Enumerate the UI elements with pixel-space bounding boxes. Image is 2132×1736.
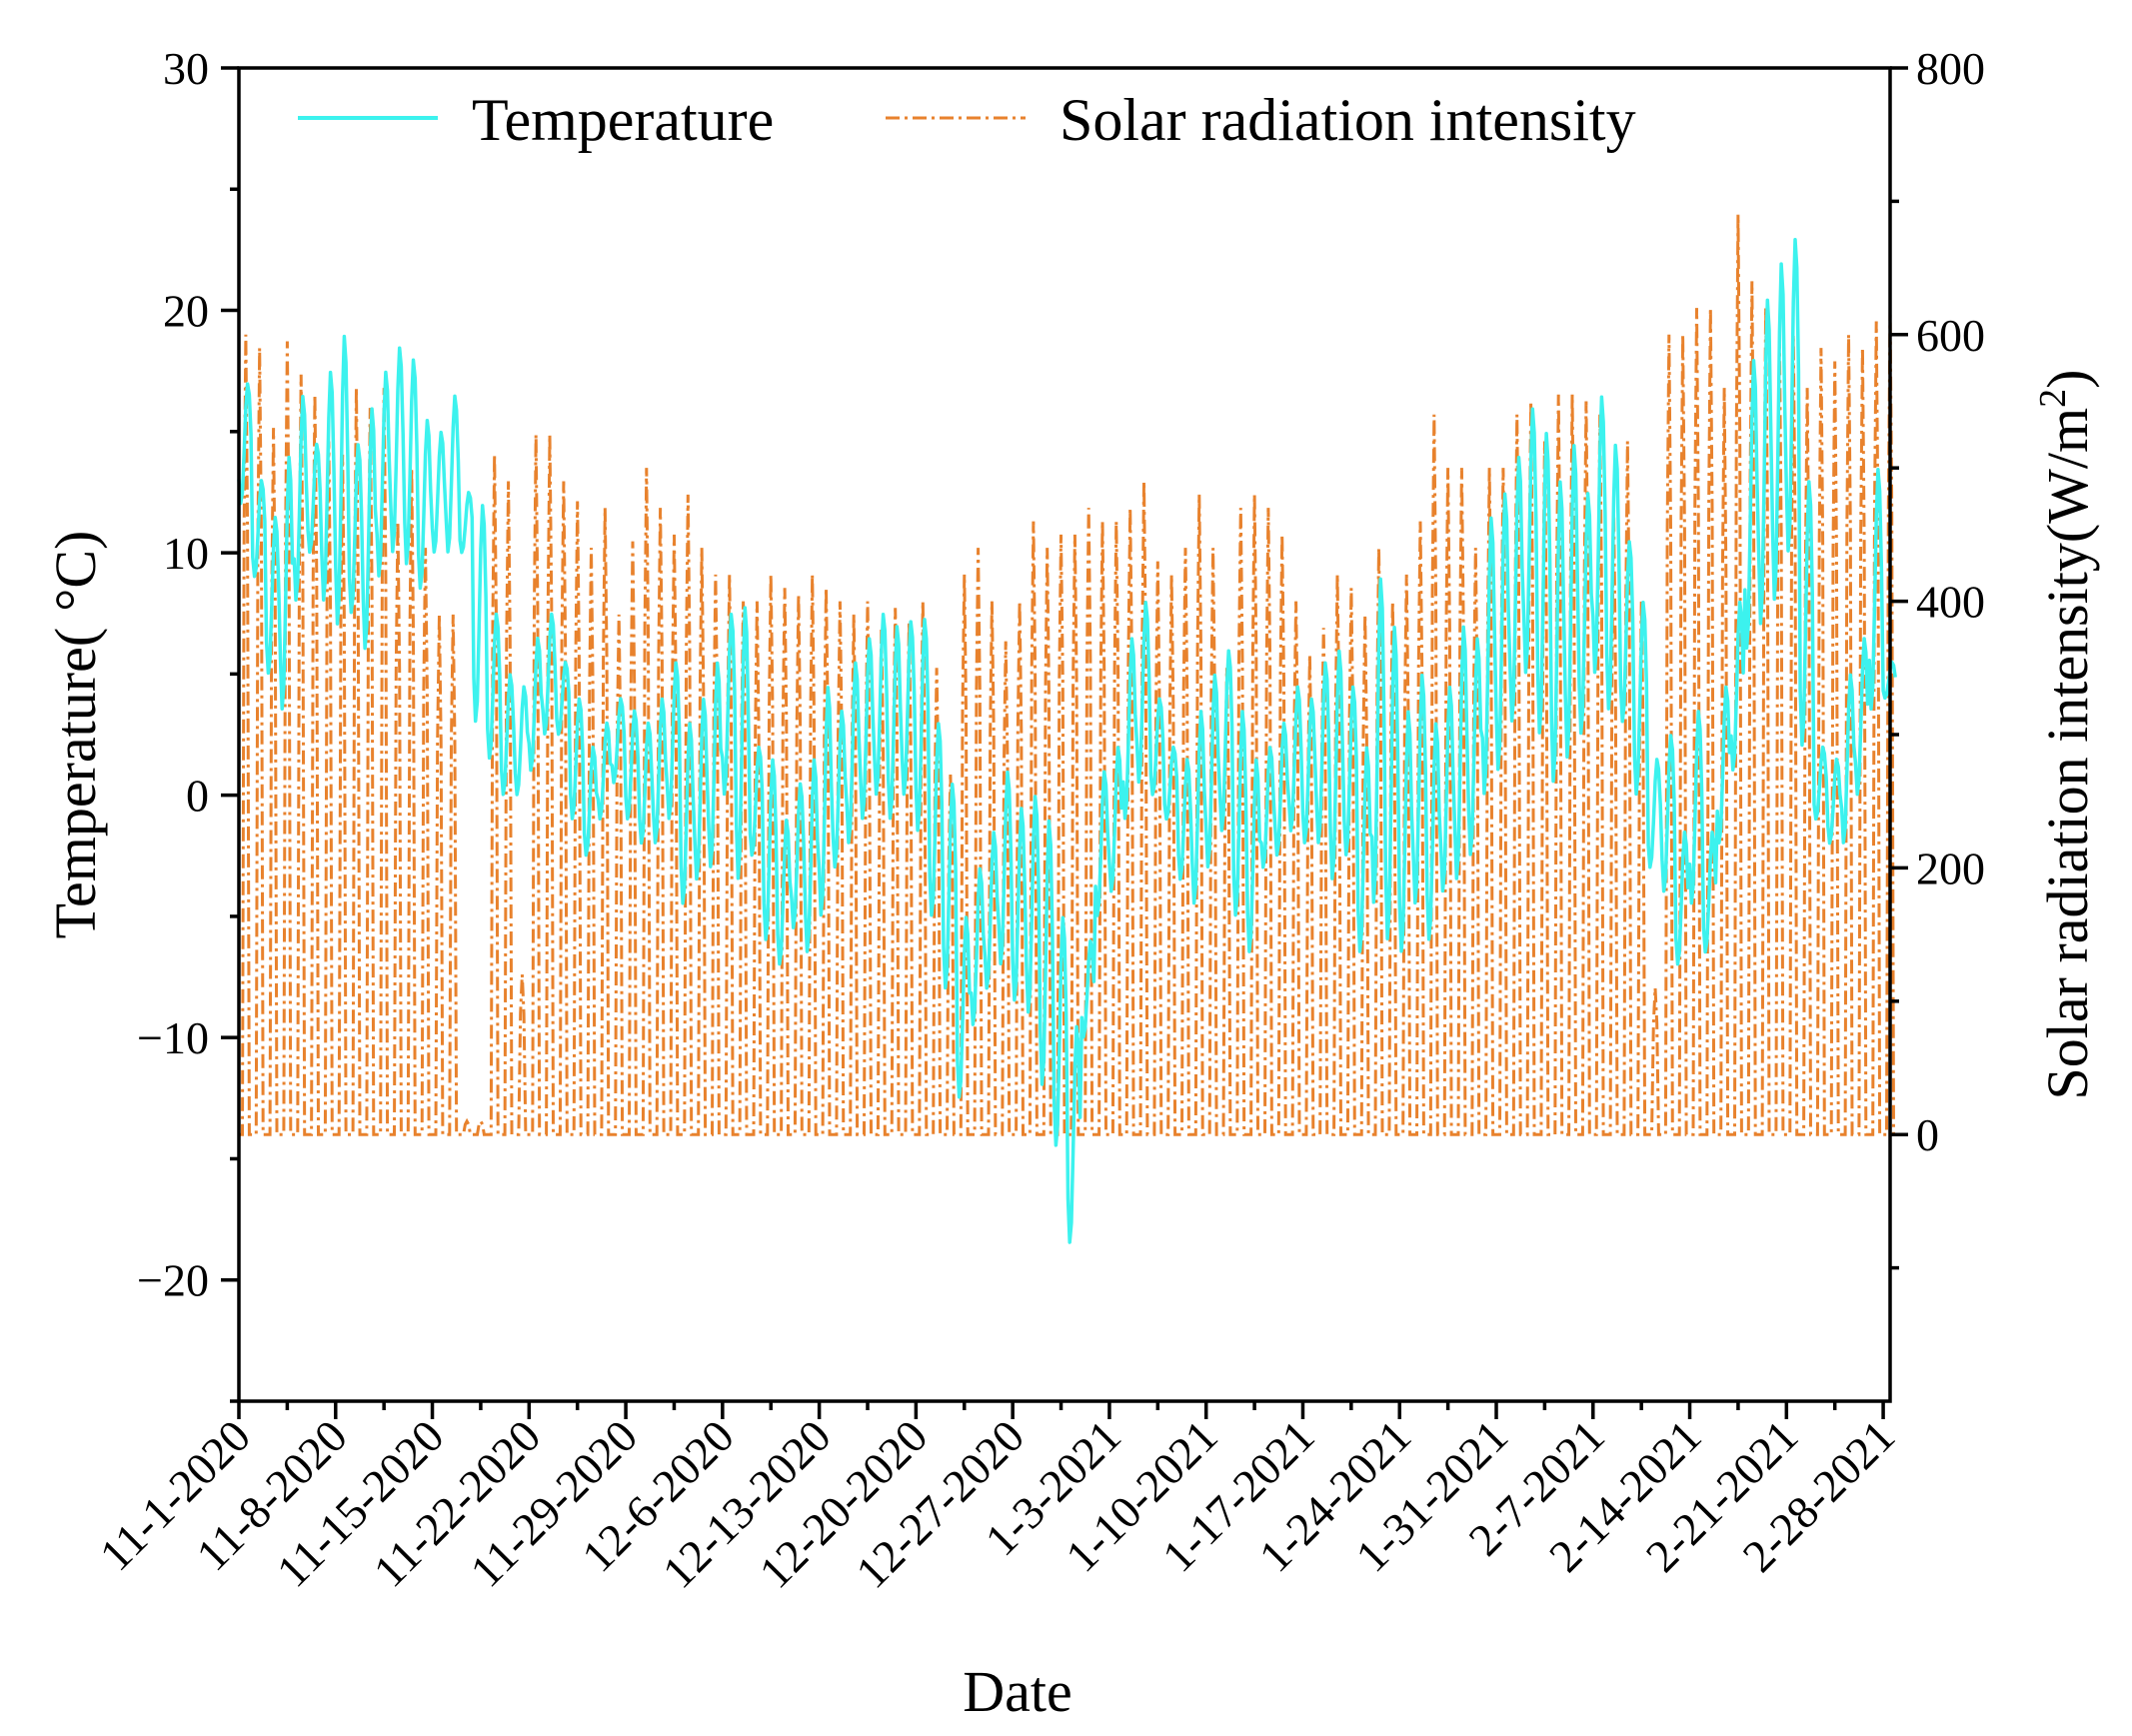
legend-solar-label: Solar radiation intensity xyxy=(1060,87,1636,153)
left-tick-label: 20 xyxy=(163,286,209,337)
left-tick-label: −20 xyxy=(137,1255,209,1306)
right-tick-label: 200 xyxy=(1916,843,1985,893)
right-tick-label: 400 xyxy=(1916,577,1985,628)
right-tick-label: 600 xyxy=(1916,310,1985,361)
temperature-line xyxy=(237,237,1897,1244)
right-axis: 800 600 400 200 0 xyxy=(1890,43,1985,1270)
legend-temperature-label: Temperature xyxy=(472,87,774,153)
right-tick-label: 0 xyxy=(1916,1109,1939,1160)
y-axis-left-title: Temperature(°C) xyxy=(43,531,108,939)
y-axis-right-title: Solar radiation intensity(W/m2) xyxy=(2032,370,2100,1100)
left-tick-label: 10 xyxy=(163,528,209,579)
temperature-series xyxy=(237,237,1897,1244)
x-axis: 11-1-202011-8-202011-15-202011-22-202011… xyxy=(90,1401,1904,1598)
left-tick-label: 30 xyxy=(163,43,209,94)
legend: Temperature Solar radiation intensity xyxy=(298,87,1636,153)
x-axis-title: Date xyxy=(963,1659,1072,1724)
left-tick-label: 0 xyxy=(186,771,209,822)
left-tick-label: −10 xyxy=(137,1012,209,1063)
left-axis: 30 20 10 0 −10 −20 xyxy=(137,43,239,1403)
right-tick-label: 800 xyxy=(1916,43,1985,94)
